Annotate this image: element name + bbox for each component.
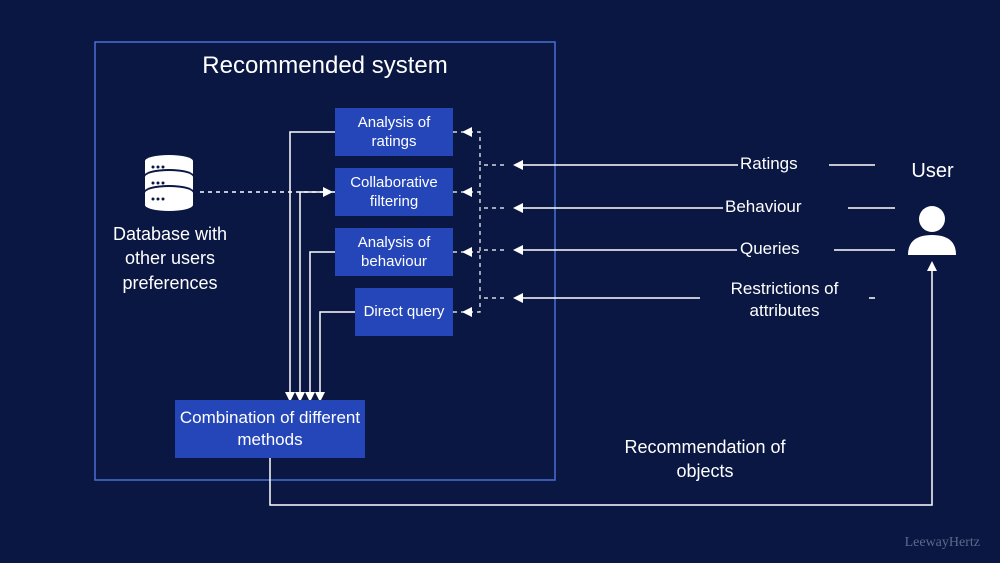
user-label: User [895, 160, 970, 183]
query-to-combo [320, 312, 355, 395]
ratings-to-combo [290, 132, 335, 395]
system-title: Recommended system [95, 52, 555, 80]
flow-ratings: Ratings [740, 154, 798, 174]
box-analysis-behaviour: Analysis of behaviour [335, 228, 453, 276]
database-icon [145, 155, 193, 211]
flow-queries: Queries [740, 239, 800, 259]
box-direct-query: Direct query [355, 288, 453, 336]
flow-behaviour: Behaviour [725, 197, 802, 217]
behaviour-to-combo [310, 252, 335, 395]
db-label: Database with other users preferences [95, 222, 245, 295]
collab-to-combo [300, 192, 335, 395]
recommendation-label: Recommendation of objects [595, 435, 815, 484]
box-analysis-ratings: Analysis of ratings [335, 108, 453, 156]
watermark: LeewayHertz [905, 535, 980, 551]
box-combination: Combination of different methods [175, 400, 365, 458]
flow-restrictions: Restrictions of attributes [702, 278, 867, 322]
box-collaborative-filtering: Collaborative filtering [335, 168, 453, 216]
user-icon [908, 206, 956, 255]
